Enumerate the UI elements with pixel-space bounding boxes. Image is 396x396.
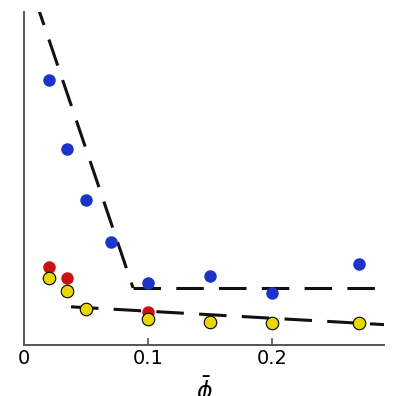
X-axis label: $\bar{\phi}$: $\bar{\phi}$ [196,374,212,396]
